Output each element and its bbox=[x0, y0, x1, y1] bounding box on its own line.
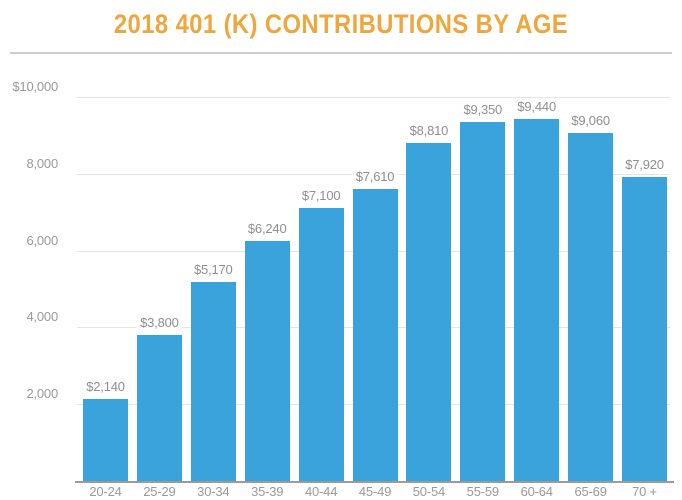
bar-value-label: $9,440 bbox=[514, 98, 559, 114]
plot-area: 2,000 4,000 6,000 8,000 $10,000 $2,140 20-24 $3… bbox=[12, 79, 674, 499]
bar-value-label: $9,350 bbox=[460, 101, 506, 117]
bar: $7,920 bbox=[622, 156, 667, 481]
bar: $3,800 bbox=[136, 315, 182, 481]
page-title: 2018 401 (K) CONTRIBUTIONS BY AGE bbox=[113, 9, 569, 39]
x-axis-tick-label: 20-24 bbox=[89, 484, 122, 499]
y-axis-tick-label: 2,000 bbox=[26, 386, 58, 402]
bar-value-label: $6,240 bbox=[244, 221, 290, 237]
y-axis-tick-label: 4,000 bbox=[26, 309, 58, 325]
x-axis-tick-label: 55-59 bbox=[466, 484, 499, 499]
x-axis-tick-label: 25-29 bbox=[143, 484, 176, 499]
x-axis-tick-label: 45-49 bbox=[358, 484, 392, 499]
bar-value-label: $3,800 bbox=[137, 315, 182, 331]
x-axis-tick-label: 70 + bbox=[632, 484, 657, 499]
bar: $2,140 bbox=[83, 378, 128, 481]
bar-value-label: $9,060 bbox=[568, 113, 613, 129]
bar-value-label: $7,100 bbox=[298, 188, 344, 204]
bar: $7,100 bbox=[298, 188, 344, 481]
x-axis-tick-label: 60-64 bbox=[520, 484, 553, 499]
bar: $8,810 bbox=[406, 122, 452, 481]
bar-value-label: $8,810 bbox=[406, 122, 452, 138]
bar: $9,440 bbox=[514, 98, 560, 481]
gridline bbox=[77, 97, 670, 98]
x-axis-tick-label: 30-34 bbox=[197, 484, 230, 499]
y-axis-tick-label: 6,000 bbox=[26, 232, 58, 248]
title-divider bbox=[10, 52, 672, 54]
bar: $9,060 bbox=[568, 113, 614, 481]
bar: $6,240 bbox=[244, 221, 290, 481]
bar: $7,610 bbox=[352, 168, 398, 481]
bar-value-label: $5,170 bbox=[191, 262, 236, 278]
x-axis-tick-label: 50-54 bbox=[412, 484, 446, 499]
x-axis-tick-label: 40-44 bbox=[304, 484, 338, 499]
bar-value-label: $2,140 bbox=[83, 378, 128, 394]
bar: $5,170 bbox=[190, 262, 236, 481]
y-axis-tick-label: $10,000 bbox=[12, 79, 58, 94]
x-axis-tick-label: 65-69 bbox=[574, 484, 607, 499]
x-axis-tick-label: 35-39 bbox=[251, 484, 284, 499]
bar-value-label: $7,610 bbox=[352, 168, 398, 184]
bar: $9,350 bbox=[460, 101, 506, 481]
bar-value-label: $7,920 bbox=[622, 156, 667, 172]
x-axis-line bbox=[75, 481, 674, 483]
y-axis-tick-label: 8,000 bbox=[26, 155, 58, 171]
